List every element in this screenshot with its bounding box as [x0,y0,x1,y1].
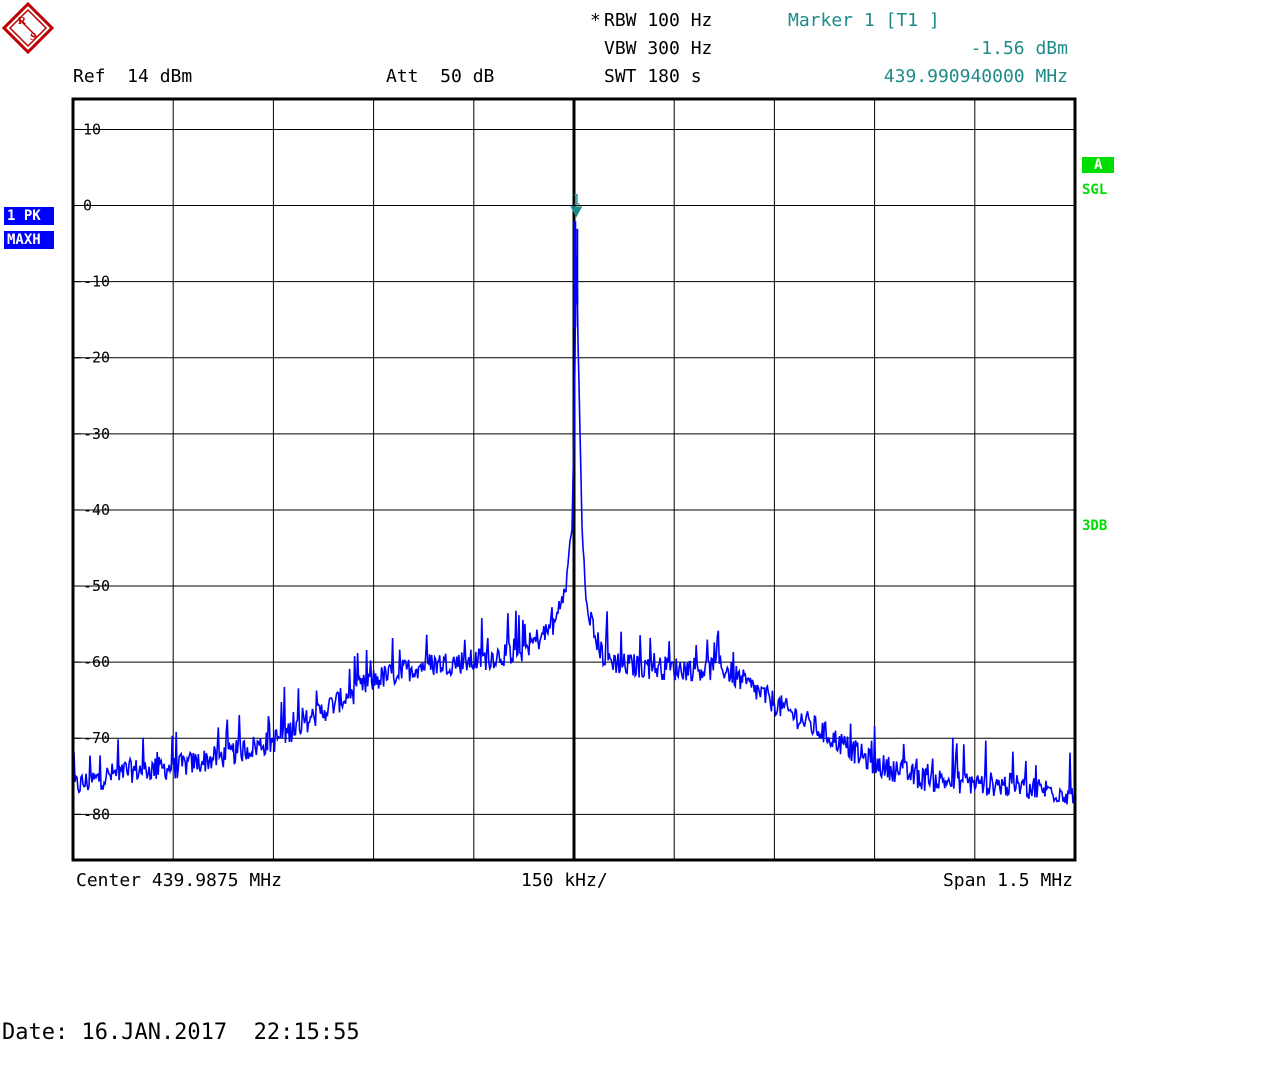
marker-frequency: 439.990940000 MHz [883,66,1068,87]
y-ticks: 10 0 -10 -20 -30 -40 -50 -60 -70 -80 [73,120,110,823]
frequency-span: Span 1.5 MHz [942,870,1073,891]
traces [72,221,1076,805]
marker-1-triangle [570,206,583,218]
svg-text:S: S [30,31,36,43]
frequency-per-division: 150 kHz/ [521,870,608,891]
y-tick-label: -70 [83,729,110,747]
y-tick-label: -80 [83,805,110,823]
vbw-readout: VBW 300 Hz [604,38,713,59]
rohde-schwarz-logo: R S [2,2,54,54]
rbw-star: * [590,10,601,31]
ref-level: Ref 14 dBm [73,66,193,87]
y-tick-label: 0 [83,197,92,215]
mode-badge: MAXH [4,231,54,249]
swt-readout: SWT 180 s [604,66,702,87]
markers: 1 [570,192,583,218]
y-tick-label: -60 [83,653,110,671]
sgl-indicator: SGL [1082,182,1108,198]
plot-frame [71,97,1077,862]
y-tick-label: -40 [83,501,110,519]
trace-a-indicator: A [1082,157,1115,173]
trace-badge: 1 PK [4,207,54,225]
3db-indicator: 3DB [1082,518,1108,534]
marker-title: Marker 1 [T1 ] [788,10,940,31]
center-frequency: Center 439.9875 MHz [76,870,282,891]
y-tick-label: -50 [83,577,110,595]
y-tick-label: -30 [83,425,110,443]
y-tick-label: -20 [83,349,110,367]
date-stamp: Date: 16.JAN.2017 22:15:55 [2,1020,360,1045]
attenuation: Att 50 dB [386,66,495,87]
y-tick-label: -10 [83,273,110,291]
marker-1-label: 1 [572,192,580,208]
marker-level: -1.56 dBm [970,38,1068,59]
y-tick-label: 10 [83,120,101,138]
svg-text:R: R [18,15,27,27]
spectrum-trace [72,255,1076,805]
rbw-readout: RBW 100 Hz [604,10,713,31]
